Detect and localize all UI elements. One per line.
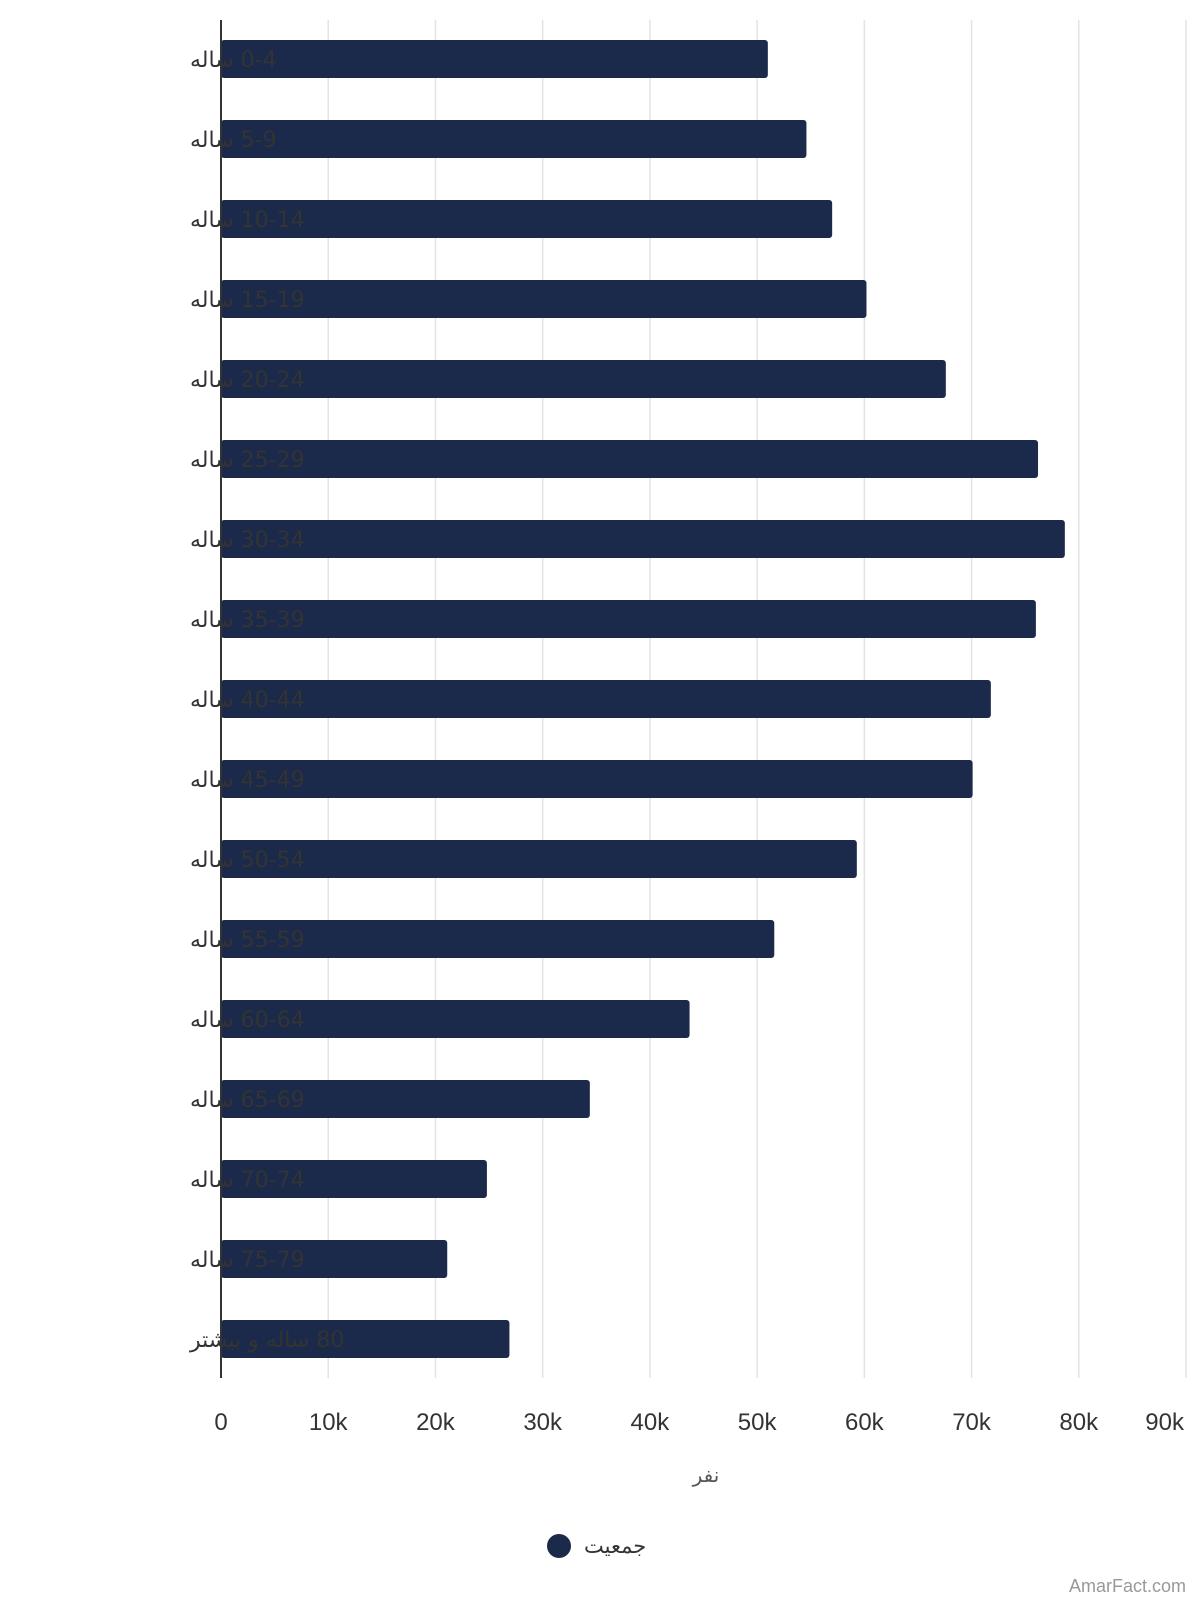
x-tick-label: 30k [523,1409,563,1436]
bar[interactable] [221,1080,590,1118]
category-label: 70-74 ساله [190,1168,305,1193]
category-label: 55-59 ساله [190,928,305,953]
x-tick-labels: 0 10k 20k 30k 40k 50k 60k 70k 80k 90k [214,1409,1185,1436]
category-label: 50-54 ساله [190,848,305,873]
category-label: 65-69 ساله [190,1088,305,1113]
category-label: 10-14 ساله [190,208,305,233]
bar[interactable] [221,520,1065,558]
x-tick-label: 90k [1145,1409,1185,1436]
legend[interactable]: جمعیت [547,1534,646,1558]
bar[interactable] [221,920,775,958]
x-tick-label: 80k [1059,1409,1099,1436]
category-label: 80 ساله و بیشتر [189,1328,344,1353]
bar[interactable] [221,1000,690,1038]
category-label: 60-64 ساله [190,1008,305,1033]
bar[interactable] [221,280,867,318]
category-label: 15-19 ساله [190,288,305,313]
watermark: AmarFact.com [1069,1576,1186,1596]
bars [221,40,1065,1358]
category-labels: 0-4 ساله 5-9 ساله 10-14 ساله 15-19 ساله 20-2… [189,48,344,1353]
category-label: 25-29 ساله [190,448,305,473]
category-label: 0-4 ساله [190,48,277,73]
x-tick-label: 40k [631,1409,671,1436]
category-label: 5-9 ساله [190,128,277,153]
category-label: 35-39 ساله [190,608,305,633]
category-label: 45-49 ساله [190,768,305,793]
x-tick-label: 10k [309,1409,349,1436]
category-label: 75-79 ساله [190,1248,305,1273]
bar[interactable] [221,1240,448,1278]
category-label: 40-44 ساله [190,688,305,713]
category-label: 30-34 ساله [190,528,305,553]
bar[interactable] [221,360,946,398]
x-tick-label: 0 [214,1409,227,1436]
legend-label: جمعیت [584,1534,646,1558]
category-label: 20-24 ساله [190,368,305,393]
x-tick-label: 70k [952,1409,992,1436]
x-tick-label: 20k [416,1409,456,1436]
bar[interactable] [221,840,857,878]
bar[interactable] [221,1320,510,1358]
bar[interactable] [221,1160,487,1198]
bar[interactable] [221,440,1039,478]
x-axis-title: نفر [692,1463,720,1487]
bar[interactable] [221,120,807,158]
x-tick-label: 60k [845,1409,885,1436]
bar[interactable] [221,200,833,238]
x-tick-label: 50k [738,1409,778,1436]
bar[interactable] [221,40,768,78]
bar[interactable] [221,600,1036,638]
bar[interactable] [221,680,991,718]
bar[interactable] [221,760,973,798]
legend-marker [547,1534,571,1558]
